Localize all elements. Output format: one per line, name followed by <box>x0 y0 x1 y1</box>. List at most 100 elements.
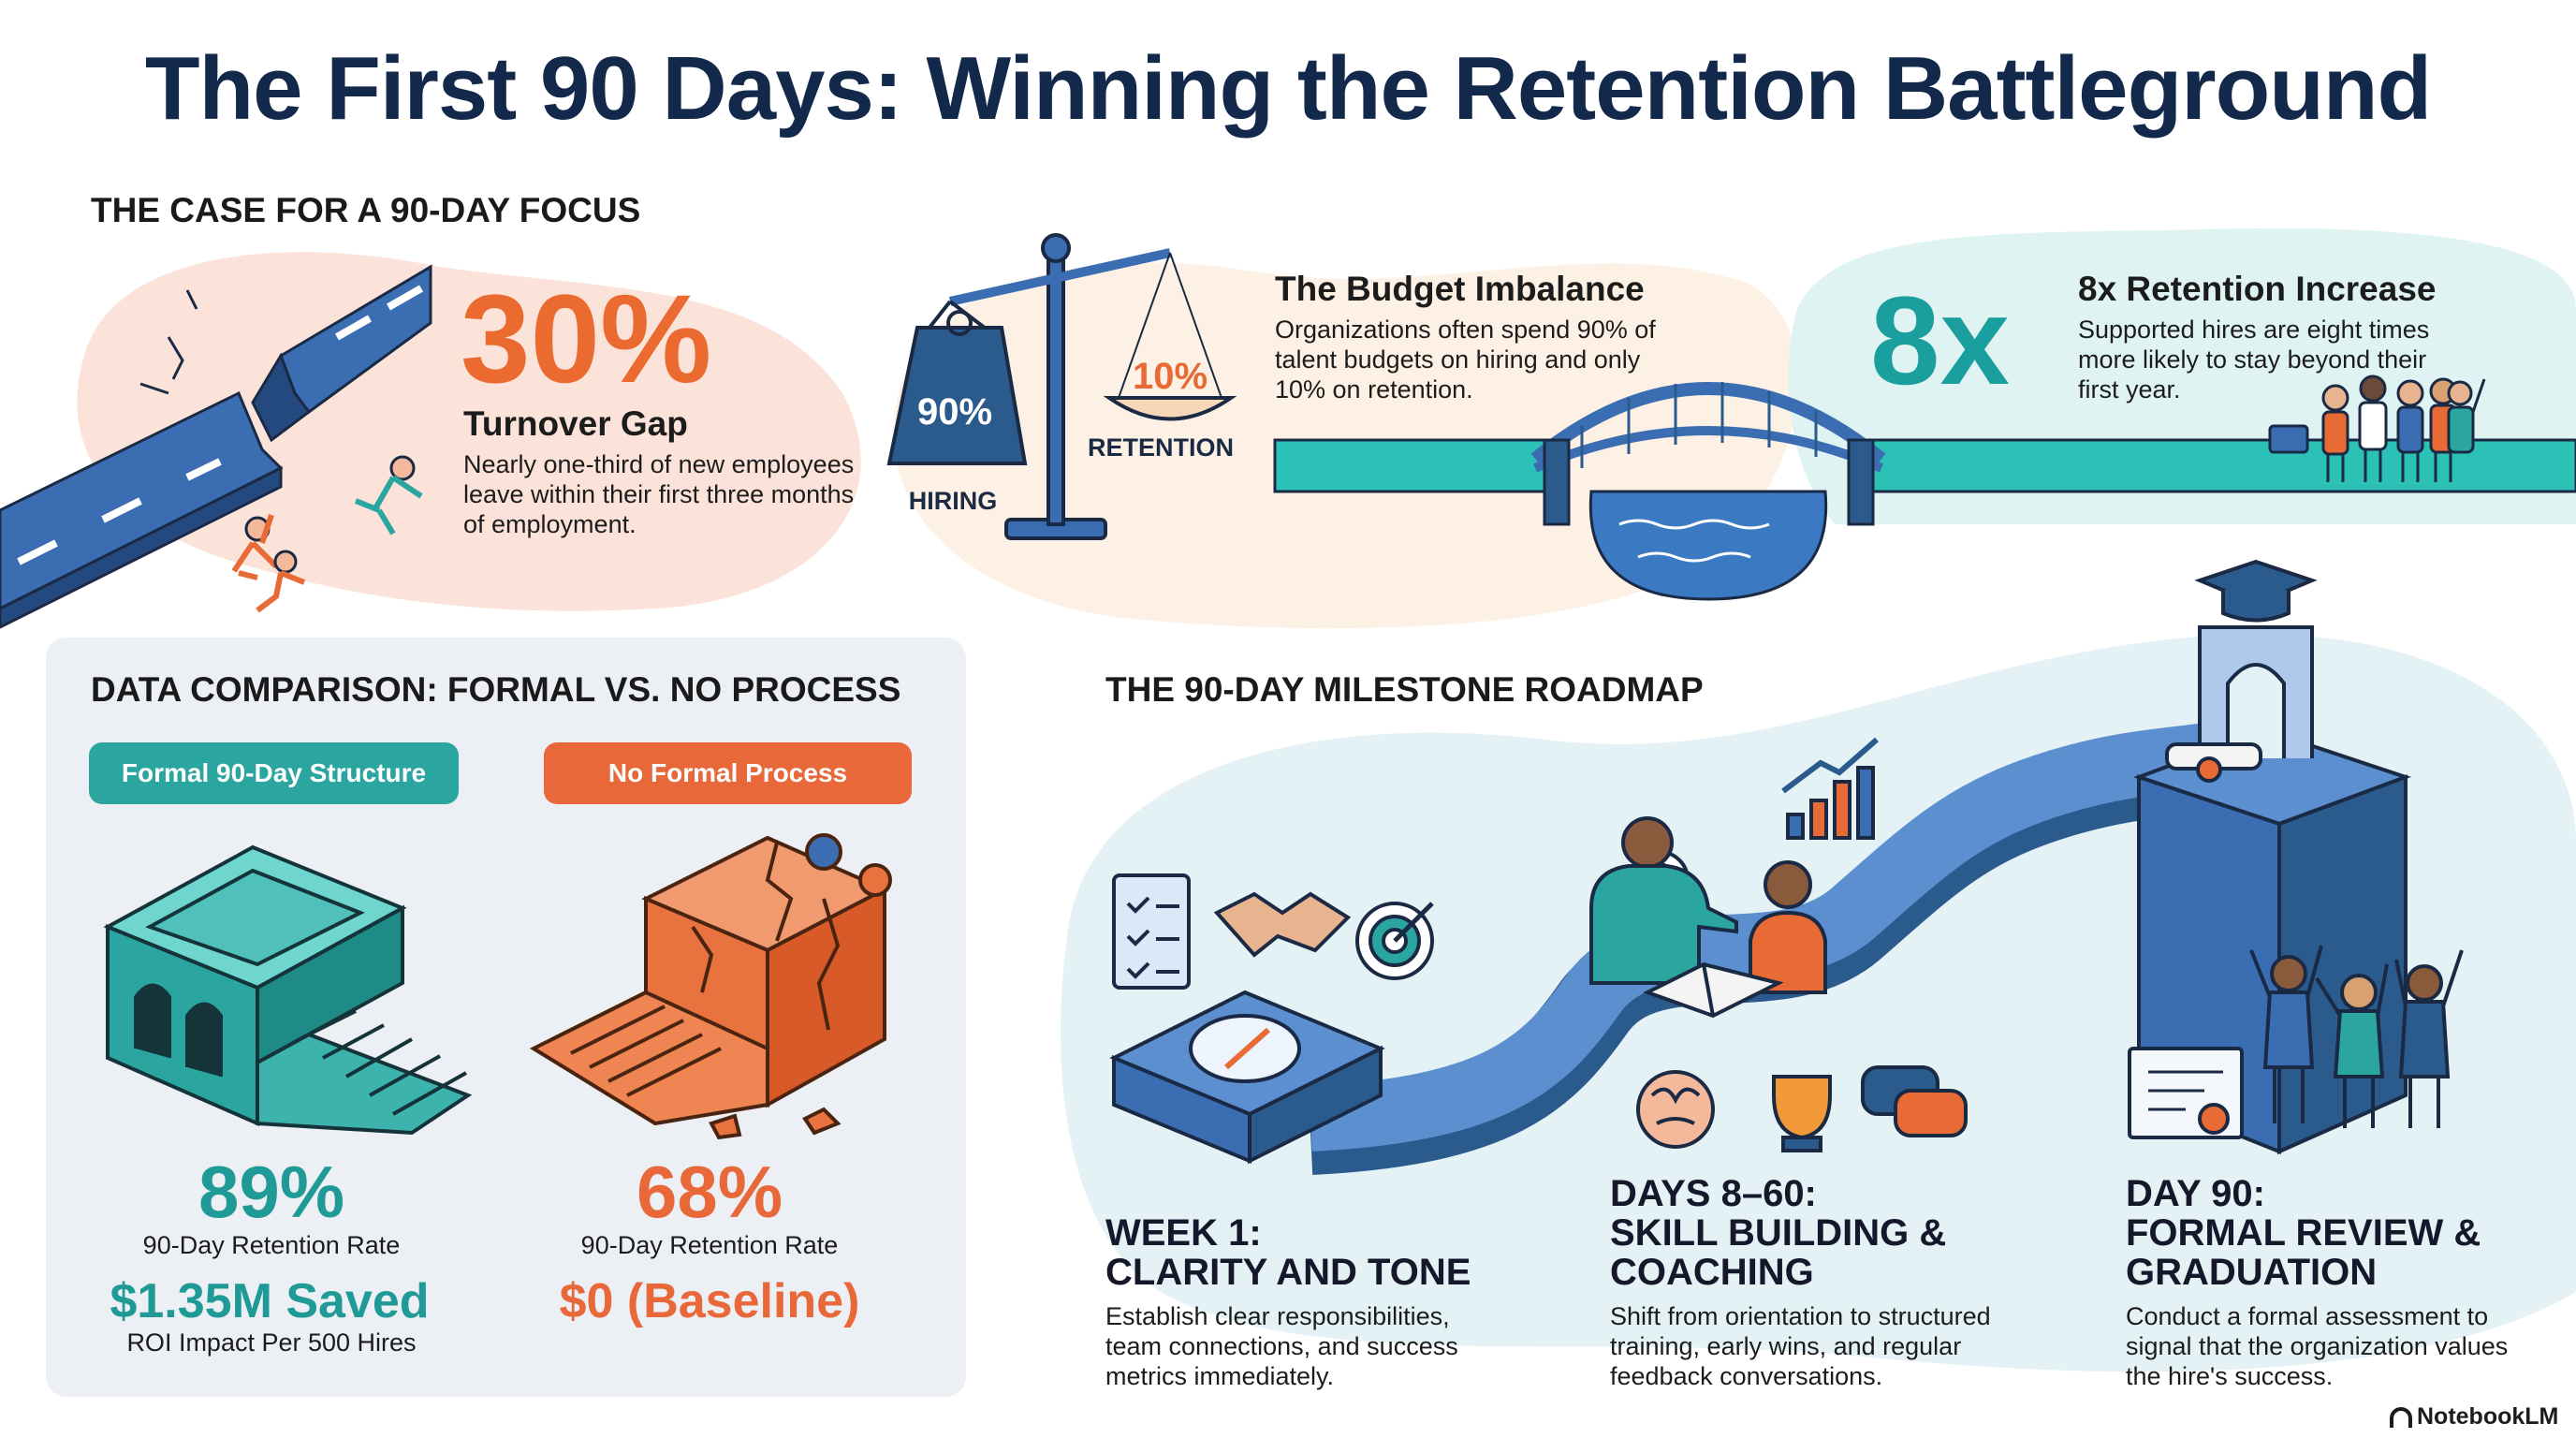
balance-scale-illustration-part <box>1103 396 1237 421</box>
celebration-illustration-part <box>2148 1070 2223 1111</box>
broken-road-illustration-part <box>251 352 312 443</box>
broken-road-illustration-part <box>256 570 306 613</box>
formal-structure-illustration <box>103 844 473 1136</box>
milestone-title: DAY 90: <box>2126 1173 2265 1214</box>
broken-road-illustration-part <box>185 458 222 481</box>
roadmap-heading: THE 90-DAY MILESTONE ROADMAP <box>1105 670 1704 709</box>
milestone-text: Conduct a formal assessment to signal th… <box>2126 1302 2509 1390</box>
roadmap-icons-part <box>1112 873 1191 990</box>
bridge-illustration-part <box>1273 438 1548 493</box>
broken-road-illustration-part <box>139 289 198 395</box>
roadmap-icons-part <box>1650 1087 1701 1125</box>
broken-road-illustration-part <box>0 465 283 629</box>
no-process-illustration-part <box>805 833 842 871</box>
mentoring-illustration-part <box>1749 910 1827 994</box>
formal-structure-illustration-part <box>256 904 404 1066</box>
footer-logo-part <box>2390 1407 2412 1428</box>
mentoring-illustration <box>1589 816 1827 1019</box>
hiring-label: HIRING <box>908 487 998 515</box>
formal-rate-label: 90-Day Retention Rate <box>142 1231 401 1259</box>
team-people-illustration-part <box>2396 379 2424 407</box>
milestone-title: COACHING <box>1610 1252 1814 1293</box>
roadmap-icons-part <box>1894 1089 1968 1137</box>
team-people-illustration-part <box>2447 380 2473 406</box>
roadmap-path-illustration-part <box>2221 590 2291 623</box>
bridge-illustration-part <box>1588 490 1828 601</box>
celebration-illustration-part <box>2249 945 2323 1123</box>
retention-stat: 8x <box>1870 271 2011 411</box>
balance-scale-illustration-part <box>1169 252 1222 399</box>
celebration-illustration-part <box>2394 949 2464 1128</box>
team-people-illustration-part <box>2321 410 2349 456</box>
milestone-title: GRADUATION <box>2126 1252 2378 1293</box>
broken-road-illustration-part <box>387 285 423 311</box>
celebration-illustration-part <box>2198 1103 2230 1135</box>
broken-road-illustration-part <box>231 514 279 580</box>
balance-scale-illustration-part <box>886 326 1028 465</box>
roadmap-icons-part <box>1781 737 1879 794</box>
roadmap-icons-part <box>1809 799 1828 840</box>
milestone-title: FORMAL REVIEW & <box>2126 1212 2481 1254</box>
celebration-illustration-part <box>2315 963 2389 1128</box>
mentoring-illustration-part <box>1621 816 1674 869</box>
roadmap-icons-part <box>1636 1070 1715 1149</box>
formal-savings-label: ROI Impact Per 500 Hires <box>126 1328 417 1357</box>
retention-label: RETENTION <box>1087 433 1234 462</box>
milestone-title: DAYS 8–60: <box>1610 1173 1817 1214</box>
milestone: DAYS 8–60: SKILL BUILDING & COACHING Shi… <box>1610 1174 2041 1391</box>
turnover-stat: 30% <box>461 270 712 409</box>
mentoring-illustration-part <box>1702 963 1715 1017</box>
roadmap-path-illustration-part <box>2196 756 2222 783</box>
footer-brand: NotebookLM <box>2417 1403 2559 1430</box>
roadmap-icons-part <box>1393 902 1434 943</box>
team-people-illustration-part <box>2359 374 2387 403</box>
milestone-title: CLARITY AND TONE <box>1105 1252 1471 1293</box>
mentoring-illustration-part <box>1642 961 1784 1019</box>
broken-road-illustration <box>0 264 432 629</box>
balance-scale-illustration-part <box>1046 256 1065 526</box>
team-people-illustration <box>2268 374 2486 482</box>
page-title: The First 90 Days: Winning the Retention… <box>144 38 2432 139</box>
broken-road-illustration-part <box>273 550 298 574</box>
bridge-illustration-part <box>1847 438 1875 526</box>
milestone-title: SKILL BUILDING & <box>1610 1212 1947 1254</box>
formal-structure-illustration-part <box>134 983 223 1077</box>
roadmap-path-illustration-part <box>2226 663 2286 758</box>
broken-road-illustration-part <box>17 539 58 565</box>
budget-text: Organizations often spend 90% of talent … <box>1275 315 1656 404</box>
team-people-illustration-part <box>2321 384 2349 412</box>
no-process-rate-label: 90-Day Retention Rate <box>580 1231 839 1259</box>
celebration-illustration-part <box>2340 974 2378 1011</box>
roadmap-icons-part <box>1833 780 1852 840</box>
bridge-illustration-part <box>1543 438 1571 526</box>
no-process-savings: $0 (Baseline) <box>559 1274 860 1328</box>
bridge-illustration-part <box>1618 519 1770 563</box>
hiring-value: 90% <box>916 391 993 433</box>
broken-road-illustration-part <box>335 315 372 341</box>
team-people-illustration-part <box>2268 424 2309 454</box>
no-process-rate: 68% <box>636 1151 783 1233</box>
broken-road-illustration-part <box>101 497 142 523</box>
budget-title: The Budget Imbalance <box>1275 270 1645 308</box>
team-people-illustration-part <box>2364 449 2382 482</box>
milestone-text: Establish clear responsibilities, team c… <box>1105 1302 1458 1390</box>
mentoring-illustration-part <box>1764 860 1812 909</box>
formal-savings: $1.35M Saved <box>110 1274 430 1328</box>
balance-scale-illustration-part <box>946 310 973 336</box>
milestone: DAY 90: FORMAL REVIEW & GRADUATION Condu… <box>2126 1174 2538 1391</box>
background-blobs-part <box>77 252 861 611</box>
formal-structure-illustration-part <box>145 868 365 967</box>
roadmap-icons-part <box>1126 896 1179 979</box>
balance-scale-illustration-part <box>1118 252 1171 399</box>
roadmap-icons-part <box>1772 1075 1832 1140</box>
milestone-text: Shift from orientation to structured tra… <box>1610 1302 1991 1390</box>
background-blobs-part <box>46 638 966 1397</box>
comparison-heading: DATA COMPARISON: FORMAL VS. NO PROCESS <box>91 670 901 709</box>
formal-rate: 89% <box>198 1151 345 1233</box>
mentoring-illustration-part <box>1589 864 1738 985</box>
balance-scale-illustration-part <box>948 248 1172 306</box>
formal-structure-illustration-part <box>299 1009 467 1116</box>
team-people-illustration-part <box>2447 405 2475 454</box>
team-people-illustration-part <box>2471 378 2486 413</box>
team-people-illustration-part <box>2326 454 2345 482</box>
